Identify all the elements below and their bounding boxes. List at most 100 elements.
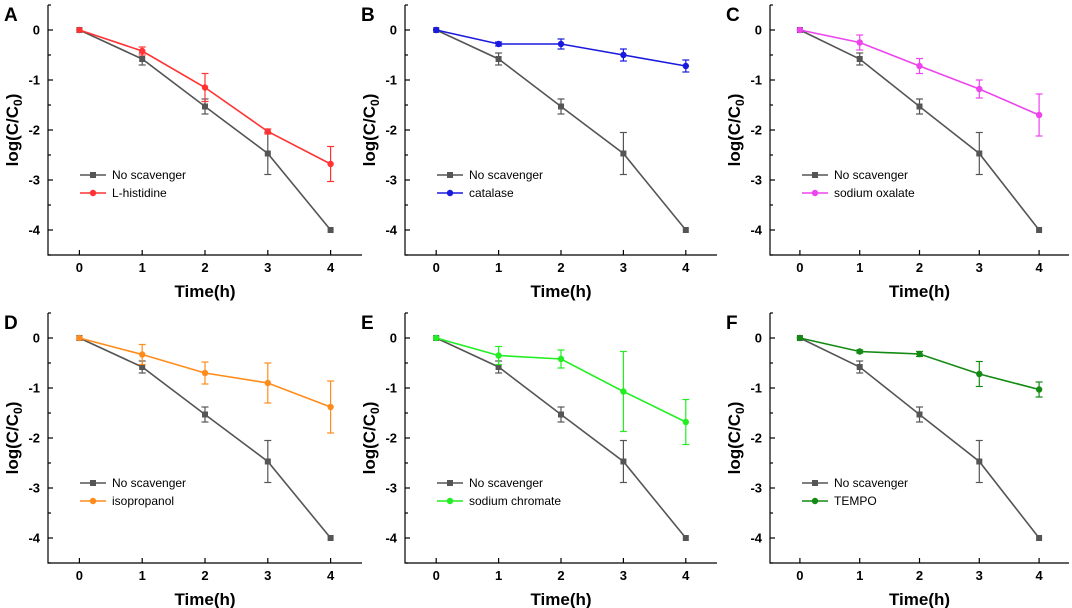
y-tick-label: -2 — [750, 123, 762, 138]
x-tick-label: 1 — [856, 260, 863, 275]
y-tick-label: -1 — [750, 381, 762, 396]
x-tick-label: 0 — [796, 568, 803, 583]
y-tick-label: -2 — [28, 431, 40, 446]
legend-label: catalase — [469, 186, 514, 200]
y-tick-label: -2 — [385, 431, 397, 446]
data-point — [495, 352, 502, 359]
y-tick-label: -1 — [28, 73, 40, 88]
x-axis-title: Time(h) — [174, 282, 235, 301]
data-point — [264, 128, 271, 135]
data-point — [201, 84, 209, 91]
chart-panel-e: E 0 -1 -2 -3 -4 0 1 2 3 4 Time(h) log(C/C0) No scaven… — [360, 312, 717, 608]
series-no-scavenger: No scavenger — [76, 27, 334, 233]
data-point — [327, 160, 334, 168]
x-tick-label: 2 — [557, 568, 564, 583]
x-tick-label: 2 — [916, 568, 923, 583]
y-tick-label: -2 — [750, 431, 762, 446]
axes-frame — [769, 5, 1069, 256]
data-point — [1036, 227, 1043, 233]
series-no-scavenger: No scavenger — [433, 27, 689, 233]
legend-label: No scavenger — [112, 168, 186, 182]
series-line — [799, 337, 1040, 539]
x-tick-label: 4 — [1035, 568, 1043, 583]
y-tick-label: 0 — [755, 23, 762, 38]
data-point — [557, 355, 565, 363]
data-point — [976, 85, 983, 93]
legend-marker — [446, 497, 454, 505]
data-point — [796, 334, 804, 342]
panel-label: A — [4, 5, 18, 26]
data-point — [264, 150, 271, 157]
y-axis-title: log(C/C0) — [3, 402, 25, 475]
x-tick-label: 2 — [201, 260, 208, 275]
y-tick-label: -1 — [28, 381, 40, 396]
y-tick-label: -1 — [750, 73, 762, 88]
data-point — [433, 26, 440, 34]
data-point — [202, 103, 208, 110]
x-tick-label: 2 — [916, 260, 923, 275]
data-point — [1035, 111, 1043, 119]
legend-marker — [90, 480, 96, 486]
legend-marker — [812, 172, 818, 178]
legend-marker — [447, 172, 453, 178]
x-tick-label: 1 — [856, 568, 863, 583]
y-tick-label: -4 — [28, 531, 40, 546]
x-axis-title: Time(h) — [889, 282, 950, 301]
data-point — [201, 369, 209, 377]
data-point — [76, 334, 83, 342]
y-tick-label: 0 — [33, 331, 40, 346]
axes-frame — [47, 5, 362, 256]
panel-label: C — [726, 5, 740, 26]
data-point — [976, 370, 983, 378]
y-tick-label: -4 — [750, 531, 762, 546]
data-point — [856, 364, 863, 370]
series-sodium-oxalate: sodium oxalate — [796, 26, 1043, 200]
data-point — [682, 418, 689, 426]
data-point — [620, 150, 627, 157]
data-point — [433, 334, 440, 342]
series-l-histidine: L-histidine — [76, 26, 335, 200]
panel-label: E — [361, 313, 374, 334]
series-line — [799, 337, 1040, 391]
y-tick-label: 0 — [755, 331, 762, 346]
data-point — [682, 62, 689, 70]
data-point — [139, 47, 146, 55]
y-tick-label: -3 — [385, 173, 397, 188]
x-tick-label: 3 — [620, 260, 627, 275]
data-point — [327, 403, 334, 411]
data-point — [1036, 535, 1043, 541]
y-tick-label: 0 — [390, 23, 397, 38]
series-no-scavenger: No scavenger — [796, 335, 1043, 541]
y-tick-label: -4 — [385, 223, 397, 238]
y-axis-title: log(C/C0) — [725, 402, 747, 475]
data-point — [620, 458, 627, 465]
data-point — [916, 411, 923, 418]
data-point — [620, 388, 627, 395]
data-point — [558, 103, 564, 110]
legend-label: No scavenger — [834, 476, 908, 490]
x-tick-label: 4 — [1035, 260, 1043, 275]
legend-marker — [812, 480, 818, 486]
legend-label: No scavenger — [112, 476, 186, 490]
data-point — [557, 40, 565, 48]
x-tick-label: 3 — [976, 568, 983, 583]
data-point — [976, 150, 983, 157]
y-tick-label: -4 — [750, 223, 762, 238]
data-point — [264, 379, 271, 387]
y-tick-label: -2 — [385, 123, 397, 138]
y-tick-label: -4 — [28, 223, 40, 238]
data-point — [327, 227, 334, 233]
data-point — [139, 364, 146, 370]
data-point — [856, 56, 863, 62]
data-point — [76, 26, 83, 34]
x-tick-label: 1 — [139, 260, 146, 275]
y-tick-label: 0 — [390, 331, 397, 346]
series-line — [79, 29, 332, 231]
series-tempo: TEMPO — [796, 334, 1043, 508]
y-tick-label: 0 — [33, 23, 40, 38]
x-tick-label: 4 — [682, 260, 690, 275]
data-point — [682, 227, 689, 233]
y-tick-label: -3 — [385, 481, 397, 496]
x-tick-label: 4 — [682, 568, 690, 583]
